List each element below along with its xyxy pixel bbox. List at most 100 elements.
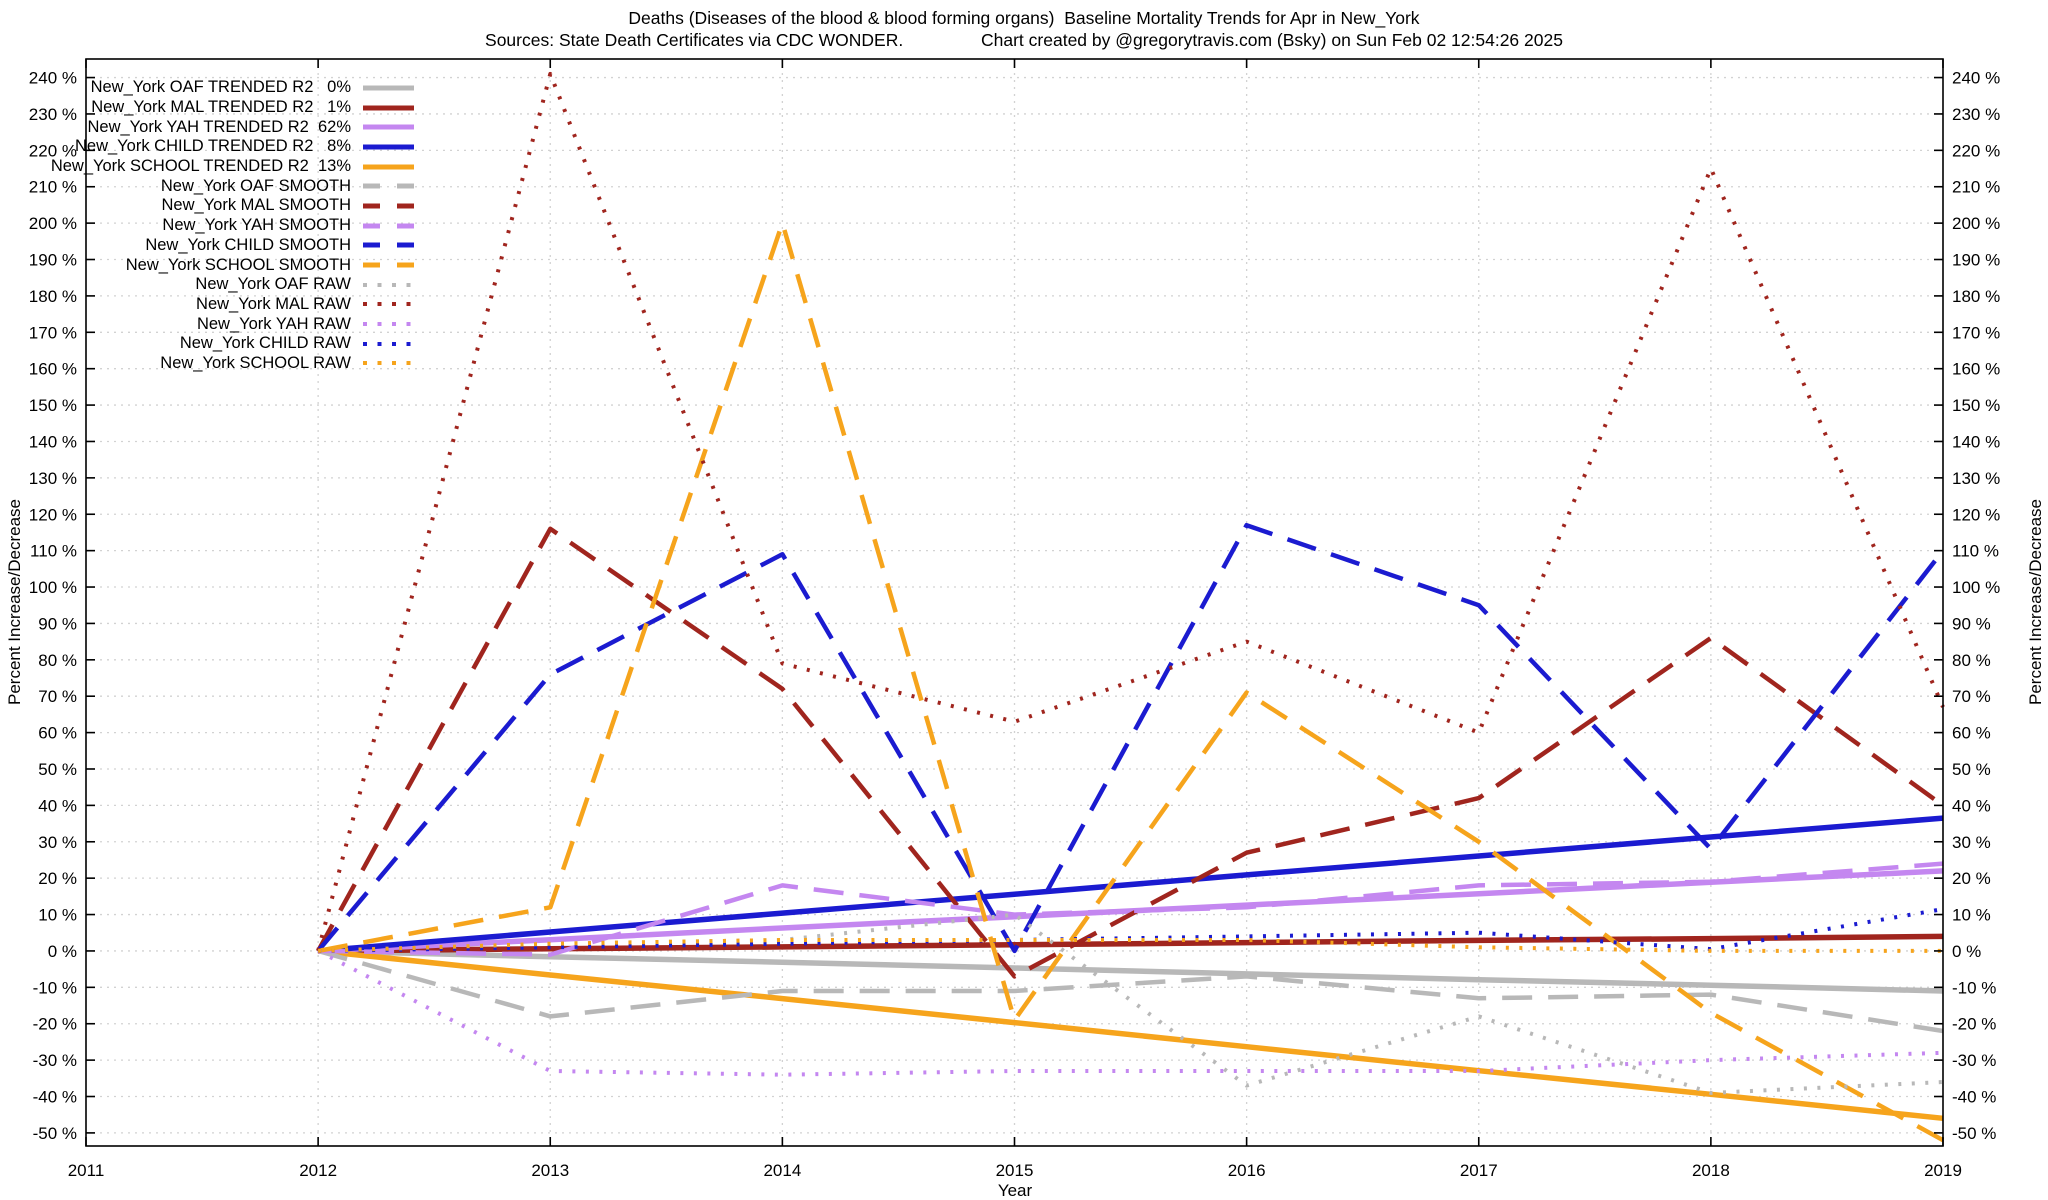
chart-subtitle: Sources: State Death Certificates via CD… [485, 30, 1563, 50]
legend-item: New_York YAH SMOOTH [0, 216, 414, 236]
y-tick-label: 20 % [38, 869, 77, 888]
series-new-york-child-trended [317, 815, 1944, 954]
legend-item: New_York MAL TRENDED R2 1% [0, 98, 414, 118]
legend-item-label: New_York OAF RAW [195, 275, 351, 294]
legend-item-swatch-icon [363, 223, 414, 229]
legend-item: New_York YAH RAW [0, 314, 414, 334]
legend-item-swatch-icon [363, 183, 414, 189]
y-tick-label-right: 90 % [1952, 614, 1991, 633]
y-tick-label-right: -50 % [1952, 1124, 1996, 1143]
x-tick-label: 2015 [996, 1161, 1034, 1180]
y-tick-label-right: 80 % [1952, 651, 1991, 670]
y-tick-label-right: 160 % [1952, 360, 2000, 379]
y-tick-label-right: 150 % [1952, 396, 2000, 415]
legend-item: New_York SCHOOL RAW [0, 354, 414, 374]
y-tick-label: 210 % [29, 178, 77, 197]
y-tick-label-right: 0 % [1952, 942, 1981, 961]
y-tick-label: 0 % [48, 942, 77, 961]
y-tick-label-right: 110 % [1952, 542, 1999, 561]
legend: New_York OAF TRENDED R2 0% New_York MAL T… [0, 78, 414, 373]
y-tick-label: 10 % [38, 906, 77, 925]
legend-item-label: New_York SCHOOL SMOOTH [125, 255, 351, 274]
y-tick-label-right: 40 % [1952, 796, 1991, 815]
y-tick-label-right: 70 % [1952, 687, 1991, 706]
y-tick-label-right: -30 % [1952, 1051, 1996, 1070]
legend-item-swatch-icon [363, 203, 414, 209]
legend-item: New_York CHILD SMOOTH [0, 236, 414, 256]
chart-title: Deaths (Diseases of the blood & blood fo… [628, 8, 1420, 28]
legend-item-label: New_York CHILD RAW [179, 334, 351, 353]
y-tick-label: 80 % [38, 651, 77, 670]
y-tick-label: 100 % [29, 578, 77, 597]
legend-item: New_York MAL RAW [0, 295, 414, 315]
y-tick-label: 180 % [29, 287, 77, 306]
series-new-york-oaf-smooth [317, 948, 1944, 1034]
y-tick-label-right: 50 % [1952, 760, 1991, 779]
legend-item-swatch-icon [363, 322, 414, 327]
y-tick-label-right: 100 % [1952, 578, 2000, 597]
y-axis-label-left: Percent Increase/Decrease [5, 499, 24, 705]
y-tick-label: -50 % [33, 1124, 77, 1143]
series-new-york-child-smooth [316, 522, 1945, 954]
y-tick-label: 240 % [29, 69, 77, 88]
y-tick-label: 60 % [38, 724, 77, 743]
x-tick-label: 2013 [531, 1161, 569, 1180]
y-tick-label-right: 130 % [1952, 469, 2000, 488]
series-new-york-school-raw [318, 938, 1943, 953]
legend-item: New_York SCHOOL SMOOTH [0, 255, 414, 275]
legend-item: New_York SCHOOL TRENDED R2 13% [0, 157, 414, 177]
legend-item-swatch-icon [363, 242, 414, 248]
legend-item-swatch-icon [363, 85, 414, 91]
y-tick-label-right: 190 % [1952, 251, 2000, 270]
y-tick-label: 90 % [38, 614, 77, 633]
series-new-york-yah-trended [317, 868, 1944, 954]
y-tick-label: 110 % [30, 542, 77, 561]
legend-item-label: New_York YAH SMOOTH [162, 216, 351, 235]
legend-item: New_York YAH TRENDED R2 62% [0, 117, 414, 137]
legend-item-swatch-icon [363, 105, 414, 111]
legend-item-label: New_York OAF TRENDED R2 0% [90, 78, 351, 97]
y-tick-label: -40 % [33, 1088, 77, 1107]
legend-item-swatch-icon [363, 361, 414, 366]
legend-item-label: New_York MAL RAW [196, 294, 351, 313]
x-axis-label: Year [997, 1181, 1033, 1200]
series-new-york-oaf-trended [318, 948, 1944, 994]
y-tick-label-right: 210 % [1952, 178, 2000, 197]
y-tick-label-right: 170 % [1952, 323, 2000, 342]
x-tick-label: 2018 [1692, 1161, 1730, 1180]
y-tick-label: 140 % [29, 432, 77, 451]
y-tick-label-right: 20 % [1952, 869, 1991, 888]
legend-item: New_York OAF SMOOTH [0, 176, 414, 196]
x-tick-label: 2011 [68, 1161, 105, 1180]
legend-item-swatch-icon [363, 262, 414, 268]
legend-item-label: New_York CHILD TRENDED R2 8% [74, 137, 351, 156]
legend-item-swatch-icon [363, 164, 414, 170]
y-tick-label: 170 % [29, 323, 77, 342]
y-tick-label-right: -10 % [1952, 978, 1996, 997]
legend-item-label: New_York MAL SMOOTH [161, 196, 352, 215]
legend-item-label: New_York SCHOOL RAW [160, 353, 351, 372]
y-tick-label-right: 220 % [1952, 141, 2000, 160]
y-tick-label: 120 % [29, 505, 77, 524]
y-tick-label-right: 240 % [1952, 69, 2000, 88]
legend-item-swatch-icon [363, 144, 414, 150]
y-tick-label-right: 230 % [1952, 105, 2000, 124]
y-tick-label-right: 30 % [1952, 833, 1991, 852]
y-tick-label: 30 % [38, 833, 77, 852]
y-tick-label: 230 % [29, 105, 77, 124]
y-tick-label-right: -40 % [1952, 1088, 1996, 1107]
x-tick-label: 2019 [1924, 1161, 1962, 1180]
y-tick-label-right: 10 % [1952, 906, 1991, 925]
y-tick-label-right: 120 % [1952, 505, 2000, 524]
y-tick-label: 220 % [29, 141, 77, 160]
y-tick-label: 200 % [29, 214, 77, 233]
legend-item-label: New_York YAH RAW [196, 314, 351, 333]
y-tick-label: -30 % [33, 1051, 77, 1070]
legend-item-label: New_York YAH TRENDED R2 62% [87, 117, 352, 136]
legend-item-swatch-icon [363, 302, 414, 307]
y-tick-label: 40 % [38, 796, 77, 815]
y-axis-label-right: Percent Increase/Decrease [2026, 499, 2045, 705]
y-tick-label: 70 % [38, 687, 77, 706]
legend-item-label: New_York SCHOOL TRENDED R2 13% [50, 157, 351, 176]
